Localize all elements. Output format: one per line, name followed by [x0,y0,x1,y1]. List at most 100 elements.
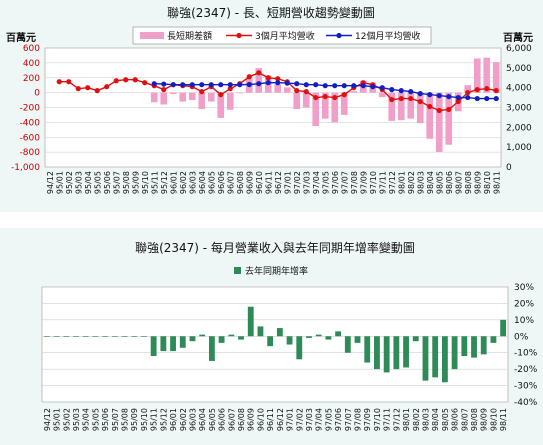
legend-label: 去年同期年增率 [245,265,308,277]
bar-yoy [383,336,390,373]
x-tick-label: 95/12 [160,171,169,194]
x-tick-label: 98/02 [412,408,421,431]
plot-area [41,286,509,403]
bar-diff [236,92,244,94]
point-3m-avg [104,84,110,90]
point-3m-avg [322,93,328,100]
bar-diff [492,62,500,93]
point-3m-avg [294,88,300,94]
bar-yoy [364,336,371,363]
bar-yoy [257,326,264,337]
bar-yoy [121,336,128,337]
bar-yoy [43,336,50,337]
chart-title: 聯強(2347) - 長、短期營收趨勢變動圖 [167,5,375,20]
bar-yoy [92,336,99,337]
point-12m-avg [313,82,319,88]
x-tick-label: 95/09 [131,171,140,194]
x-tick-label: 97/04 [312,171,321,194]
bar-yoy [500,319,507,337]
point-3m-avg [113,78,119,84]
bar-diff [179,92,187,102]
x-tick-label: 95/05 [91,408,100,431]
x-tick-label: 98/11 [499,408,508,431]
bar-diff [274,84,282,93]
x-tick-label: 95/01 [55,171,64,194]
x-tick-label: 95/06 [101,408,110,431]
x-tick-label: 96/03 [188,171,197,194]
x-tick-label: 97/01 [283,171,292,194]
x-tick-label: 98/06 [451,408,460,431]
left-axis-unit: 百萬元 [6,31,36,44]
point-12m-avg [484,95,490,102]
point-12m-avg [227,82,233,88]
bar-diff [388,92,396,121]
revenue-trend-panel: 聯強(2347) - 長、短期營收趨勢變動圖 百萬元 百萬元 長短期差額 3個月平均營收… [0,0,543,212]
bar-diff [340,92,348,115]
bar-yoy [412,336,419,342]
bar-yoy [325,336,332,340]
x-tick-label: 96/10 [256,408,265,431]
x-tick-label: 94/12 [43,408,52,431]
chart-title: 聯強(2347) - 每月營業收入與去年同期年增率變動圖 [135,240,415,255]
bar-diff [426,92,434,139]
bar-diff [255,68,263,93]
x-tick-label: 97/08 [354,408,363,431]
right-tick-label: 6,000 [506,44,532,54]
point-12m-avg [398,88,404,94]
point-3m-avg [398,95,404,102]
left-tick-label: 200 [23,74,40,84]
x-tick-label: 95/11 [150,171,159,194]
bar-yoy [451,336,458,370]
point-3m-avg [417,98,423,105]
x-tick-label: 96/05 [208,408,217,431]
left-tick-label: -200 [20,104,41,114]
x-tick-label: 97/02 [295,408,304,431]
bar-yoy [306,336,312,338]
x-tick-label: 95/02 [62,408,71,431]
x-tick-label: 98/04 [426,171,435,194]
x-tick-label: 96/12 [274,171,283,194]
point-12m-avg [218,82,224,88]
legend-swatch-bar [140,32,164,39]
x-tick-label: 97/09 [363,408,372,431]
x-tick-label: 96/06 [217,171,226,194]
x-tick-label: 96/11 [266,408,275,431]
bar-diff [350,91,358,93]
point-12m-avg [275,80,281,86]
bar-diff [226,92,234,110]
bar-yoy [344,336,351,353]
right-tick-label: -20% [514,365,538,375]
right-tick-label: 30% [514,283,534,293]
point-12m-avg [237,82,243,88]
x-tick-label: 95/08 [122,171,131,194]
x-tick-label: 97/01 [286,408,295,431]
x-tick-label: 97/02 [293,171,302,194]
point-3m-avg [85,85,91,91]
point-3m-avg [94,88,100,94]
right-tick-label: 0% [514,332,529,342]
point-12m-avg [322,83,328,89]
x-tick-label: 95/10 [140,408,149,431]
bar-yoy [393,336,400,370]
bar-yoy [150,336,157,356]
left-tick-label: -400 [20,118,41,128]
point-3m-avg [132,77,138,83]
point-3m-avg [484,86,490,92]
bar-yoy [403,336,409,368]
x-tick-label: 96/08 [236,171,245,194]
point-3m-avg [161,87,167,93]
x-tick-label: 98/05 [441,408,450,431]
x-tick-label: 95/08 [121,408,130,431]
x-tick-label: 98/08 [464,171,473,194]
x-tick-label: 96/11 [264,171,273,194]
bar-yoy [53,336,60,337]
x-tick-label: 95/12 [159,408,168,431]
bar-yoy [432,336,439,378]
x-tick-label: 96/08 [237,408,246,431]
x-tick-label: 98/02 [407,171,416,194]
bar-diff [169,92,177,95]
bar-yoy [179,336,186,348]
bar-yoy [354,336,361,343]
right-tick-label: 5,000 [506,64,532,74]
right-tick-label: 2,000 [506,123,532,133]
